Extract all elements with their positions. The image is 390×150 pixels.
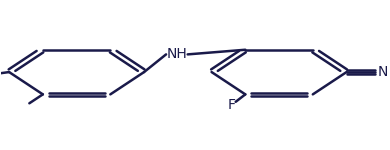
- Text: N: N: [377, 65, 388, 79]
- Text: NH: NH: [167, 47, 187, 61]
- Text: F: F: [228, 98, 236, 112]
